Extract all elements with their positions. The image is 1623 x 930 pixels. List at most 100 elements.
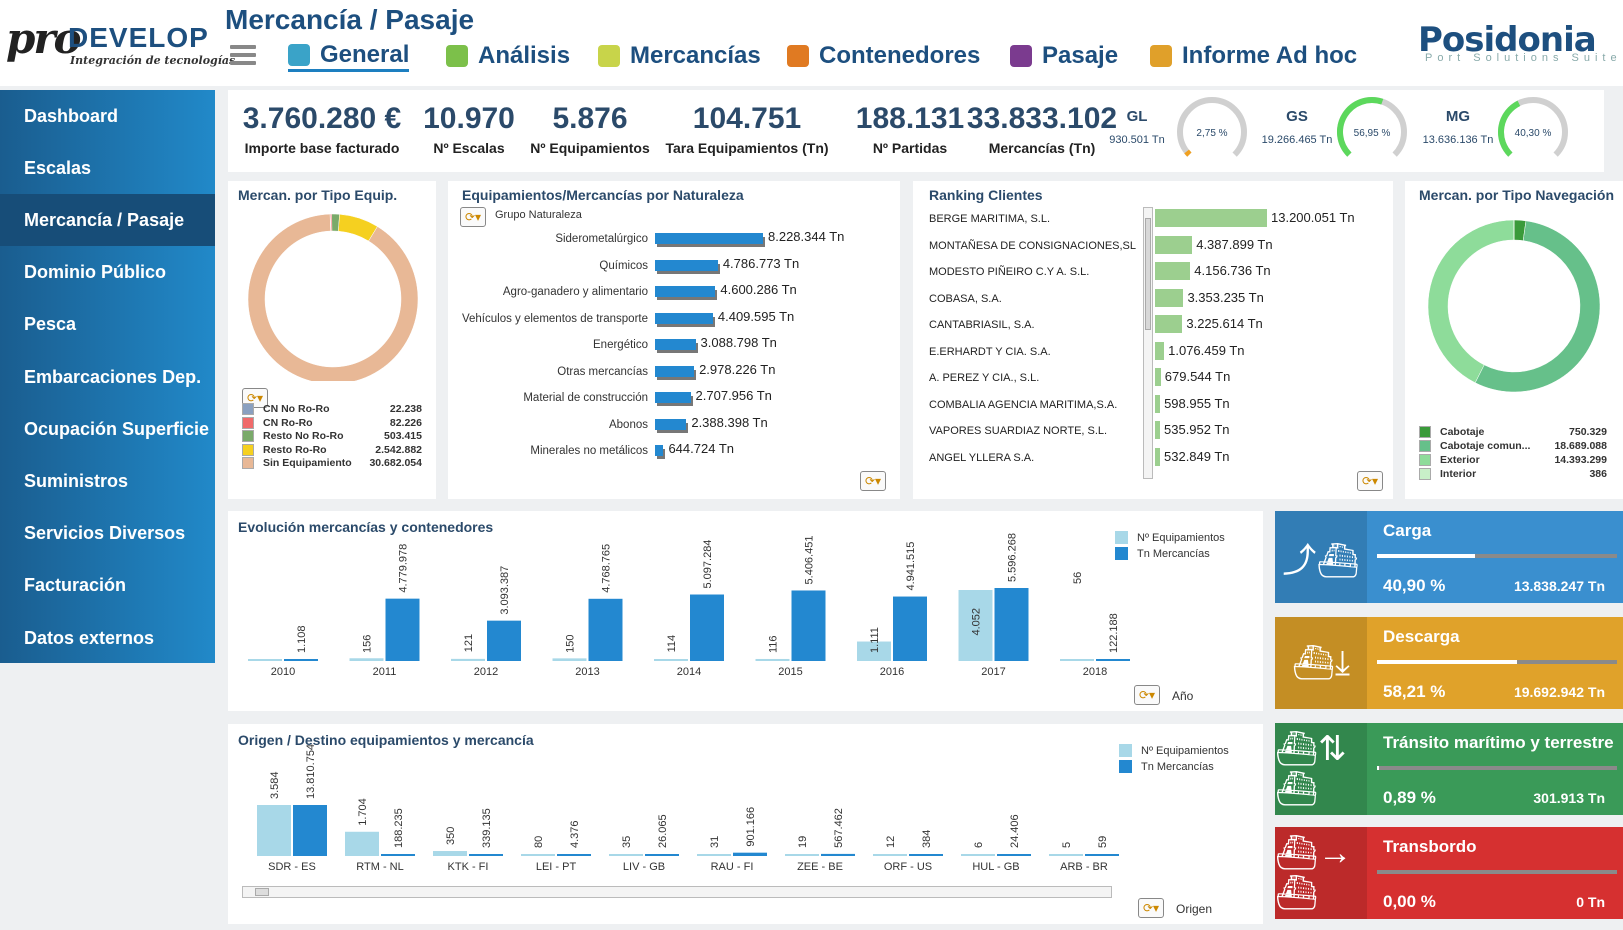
evolucion-value-label-equip: 156 bbox=[362, 635, 374, 653]
naturaleza-bar-value: 2.388.398 Tn bbox=[691, 415, 767, 430]
naturaleza-bar[interactable] bbox=[655, 339, 696, 350]
refresh-dropdown-icon[interactable]: ⟳▾ bbox=[1357, 471, 1383, 491]
naturaleza-bar-value: 3.088.798 Tn bbox=[701, 335, 777, 350]
evolucion-bar-equip bbox=[248, 659, 282, 661]
sidebar-item-servicios-diversos[interactable]: Servicios Diversos bbox=[0, 508, 215, 560]
tile-descarga[interactable]: ⛴⤓ Descarga 58,21 % 19.692.942 Tn bbox=[1275, 617, 1623, 709]
evolucion-value-label-tn: 4.768.765 bbox=[601, 544, 613, 593]
ranking-bar[interactable] bbox=[1155, 289, 1183, 307]
ranking-client-name: MONTAÑESA DE CONSIGNACIONES,SL bbox=[929, 240, 1136, 252]
naturaleza-bar[interactable] bbox=[655, 445, 663, 456]
kpi-value: 5.876 bbox=[500, 102, 680, 136]
sidebar-item-escalas[interactable]: Escalas bbox=[0, 142, 215, 194]
tile-transbordo[interactable]: ⛴→⛴ Transbordo 0,00 % 0 Tn bbox=[1275, 827, 1623, 919]
ship-unload-icon: ⛴⤓ bbox=[1275, 617, 1367, 709]
ranking-bar[interactable] bbox=[1155, 395, 1160, 413]
evolucion-bar-equip bbox=[350, 658, 384, 661]
origen-bar-equip bbox=[785, 854, 819, 856]
evolucion-value-label-tn: 3.093.387 bbox=[499, 566, 511, 615]
navegacion-title: Mercan. por Tipo Navegación bbox=[1419, 187, 1614, 203]
sidebar-item-ocupaci-n-superficie[interactable]: Ocupación Superficie bbox=[0, 403, 215, 455]
sidebar-item-suministros[interactable]: Suministros bbox=[0, 455, 215, 507]
tab-pasaje[interactable]: Pasaje bbox=[1010, 40, 1118, 72]
tab-an-lisis[interactable]: Análisis bbox=[446, 40, 570, 72]
sidebar-item-dominio-p-blico[interactable]: Dominio Público bbox=[0, 247, 215, 299]
gauge-code: GL bbox=[1102, 108, 1172, 125]
ranking-bar[interactable] bbox=[1155, 209, 1267, 227]
sidebar: Dashboard Escalas Mercancía / Pasaje Domini… bbox=[0, 90, 215, 663]
evolucion-value-label-equip: 114 bbox=[666, 635, 678, 653]
ranking-bar[interactable] bbox=[1155, 262, 1190, 280]
tile-carga[interactable]: ⤴⛴ Carga 40,90 % 13.838.247 Tn bbox=[1275, 511, 1623, 603]
origen-value-label-equip: 1.704 bbox=[357, 798, 369, 826]
evolucion-value-label-equip: 1.111 bbox=[869, 627, 881, 653]
evolucion-bar-tn bbox=[995, 588, 1029, 661]
brand-subtitle: Port Solutions Suite bbox=[1425, 52, 1622, 64]
tab-mercanc-as[interactable]: Mercancías bbox=[598, 40, 761, 72]
origen-value-label-equip: 3.584 bbox=[269, 771, 281, 799]
tile-tr-nsito-mar-timo-y-terrestre[interactable]: ⛴⇅⛴ Tránsito marítimo y terrestre 0,89 % 30… bbox=[1275, 723, 1623, 815]
ranking-bar-value: 3.225.614 Tn bbox=[1186, 316, 1262, 331]
ranking-bar[interactable] bbox=[1155, 448, 1160, 466]
evolucion-legend-equip: Nº Equipamientos bbox=[1115, 531, 1225, 544]
naturaleza-bar[interactable] bbox=[655, 392, 691, 403]
ranking-bar[interactable] bbox=[1155, 342, 1164, 360]
naturaleza-bar[interactable] bbox=[655, 419, 686, 430]
origen-value-label-tn: 384 bbox=[921, 830, 933, 848]
evolucion-bar-tn bbox=[589, 599, 623, 661]
sidebar-item-dashboard[interactable]: Dashboard bbox=[0, 90, 215, 142]
evolucion-bar-tn bbox=[284, 659, 318, 661]
sidebar-item-mercanc-a-pasaje[interactable]: Mercancía / Pasaje bbox=[0, 194, 215, 246]
evolucion-value-label-equip: 56 bbox=[1072, 572, 1084, 584]
tab-general[interactable]: General bbox=[288, 40, 409, 72]
origen-category-label: KTK - FI bbox=[448, 861, 489, 873]
naturaleza-bar[interactable] bbox=[655, 260, 718, 271]
naturaleza-bar[interactable] bbox=[655, 313, 713, 324]
tile-percent: 0,00 % bbox=[1383, 892, 1436, 912]
refresh-dropdown-icon[interactable]: ⟳▾ bbox=[1138, 898, 1164, 918]
legend-swatch bbox=[1419, 440, 1431, 452]
tab-label: Análisis bbox=[478, 42, 570, 70]
origen-value-label-equip: 5 bbox=[1061, 842, 1073, 848]
ranking-bar[interactable] bbox=[1155, 368, 1161, 386]
ranking-bar[interactable] bbox=[1155, 315, 1182, 333]
ranking-bar[interactable] bbox=[1155, 421, 1160, 439]
naturaleza-bar[interactable] bbox=[655, 233, 763, 244]
origen-bar-tn bbox=[997, 854, 1031, 856]
origen-category-label: ORF - US bbox=[884, 861, 932, 873]
refresh-dropdown-icon[interactable]: ⟳▾ bbox=[460, 207, 486, 227]
hamburger-menu-icon[interactable] bbox=[230, 45, 256, 65]
origen-scrollbar[interactable] bbox=[242, 886, 1112, 898]
ranking-bar[interactable] bbox=[1155, 236, 1192, 254]
ranking-title: Ranking Clientes bbox=[929, 187, 1043, 203]
naturaleza-bar[interactable] bbox=[655, 366, 694, 377]
sidebar-item-facturaci-n[interactable]: Facturación bbox=[0, 560, 215, 612]
origen-value-label-equip: 19 bbox=[797, 836, 809, 848]
origen-category-label: HUL - GB bbox=[972, 861, 1019, 873]
origen-bar-tn bbox=[733, 853, 767, 856]
tile-percent: 0,89 % bbox=[1383, 788, 1436, 808]
tile-title: Carga bbox=[1383, 521, 1431, 541]
legend-item: Resto Ro-Ro 2.542.882 bbox=[242, 444, 427, 456]
ranking-client-name: COBASA, S.A. bbox=[929, 293, 1002, 305]
naturaleza-category-label: Químicos bbox=[448, 260, 648, 272]
ranking-scrollbar[interactable] bbox=[1143, 207, 1153, 479]
evolucion-bar-tn bbox=[487, 621, 521, 661]
gauge-code: MG bbox=[1423, 108, 1493, 125]
sidebar-item-label: Suministros bbox=[24, 471, 128, 492]
sidebar-item-datos-externos[interactable]: Datos externos bbox=[0, 612, 215, 664]
sidebar-item-label: Escalas bbox=[24, 158, 91, 179]
evolucion-category-label: 2017 bbox=[981, 666, 1005, 678]
origen-value-label-tn: 567.462 bbox=[833, 808, 845, 848]
refresh-dropdown-icon[interactable]: ⟳▾ bbox=[1134, 685, 1160, 705]
tab-informe-ad-hoc[interactable]: Informe Ad hoc bbox=[1150, 40, 1357, 72]
sidebar-item-label: Embarcaciones Dep. bbox=[24, 367, 201, 388]
sidebar-item-pesca[interactable]: Pesca bbox=[0, 299, 215, 351]
sidebar-item-embarcaciones-dep-[interactable]: Embarcaciones Dep. bbox=[0, 351, 215, 403]
gauge-percent: 56,95 % bbox=[1354, 128, 1391, 139]
tab-contenedores[interactable]: Contenedores bbox=[787, 40, 980, 72]
refresh-dropdown-icon[interactable]: ⟳▾ bbox=[860, 471, 886, 491]
origen-bar-equip bbox=[345, 832, 379, 856]
origen-value-label-tn: 188.235 bbox=[393, 808, 405, 848]
naturaleza-bar[interactable] bbox=[655, 286, 715, 297]
